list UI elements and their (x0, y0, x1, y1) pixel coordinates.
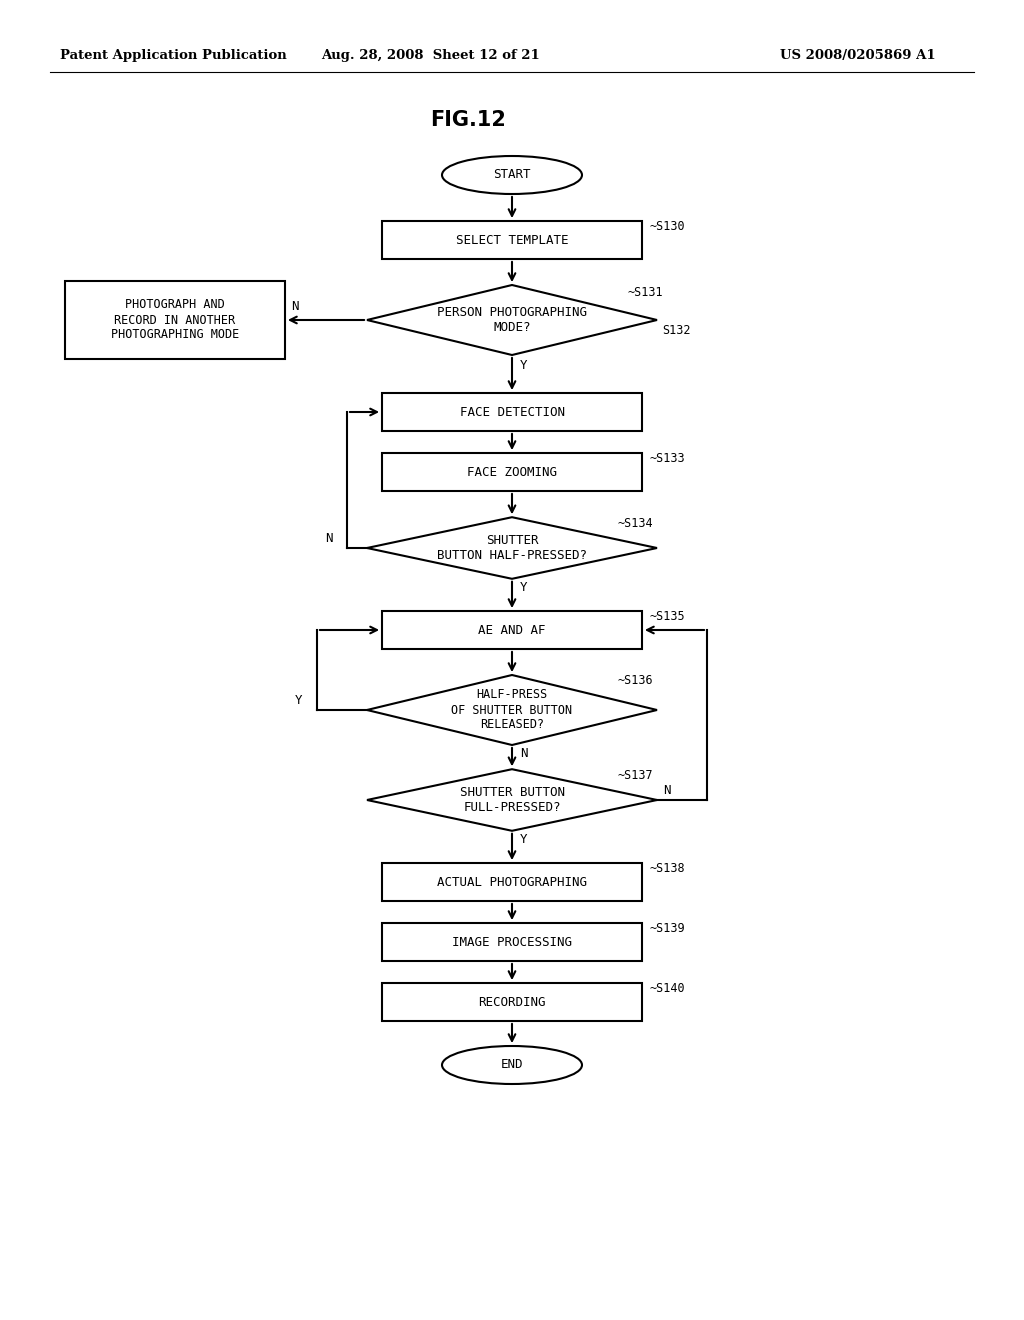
Text: FACE ZOOMING: FACE ZOOMING (467, 466, 557, 479)
Text: ACTUAL PHOTOGRAPHING: ACTUAL PHOTOGRAPHING (437, 875, 587, 888)
Text: ~S133: ~S133 (650, 451, 686, 465)
Bar (382, 923, 642, 961)
Bar (382, 220, 642, 259)
Bar (382, 393, 642, 432)
Text: Aug. 28, 2008  Sheet 12 of 21: Aug. 28, 2008 Sheet 12 of 21 (321, 49, 540, 62)
Text: ~S139: ~S139 (650, 921, 686, 935)
Text: N: N (520, 747, 527, 760)
Text: IMAGE PROCESSING: IMAGE PROCESSING (452, 936, 572, 949)
Text: Y: Y (520, 359, 527, 372)
Text: SELECT TEMPLATE: SELECT TEMPLATE (456, 234, 568, 247)
Text: Y: Y (520, 833, 527, 846)
Bar (65, 281, 285, 359)
Text: ~S131: ~S131 (627, 286, 663, 300)
Text: HALF-PRESS
OF SHUTTER BUTTON
RELEASED?: HALF-PRESS OF SHUTTER BUTTON RELEASED? (452, 689, 572, 731)
Text: ~S136: ~S136 (617, 675, 652, 688)
Text: ~S138: ~S138 (650, 862, 686, 874)
Text: N: N (663, 784, 671, 797)
Text: PHOTOGRAPH AND
RECORD IN ANOTHER
PHOTOGRAPHING MODE: PHOTOGRAPH AND RECORD IN ANOTHER PHOTOGR… (111, 298, 240, 342)
Text: N: N (325, 532, 333, 545)
Text: Y: Y (295, 694, 302, 708)
Text: AE AND AF: AE AND AF (478, 623, 546, 636)
Text: ~S130: ~S130 (650, 219, 686, 232)
Text: US 2008/0205869 A1: US 2008/0205869 A1 (780, 49, 936, 62)
Text: END: END (501, 1059, 523, 1072)
Text: S132: S132 (662, 323, 690, 337)
Text: N: N (291, 300, 299, 313)
Text: FIG.12: FIG.12 (430, 110, 506, 129)
Text: ~S140: ~S140 (650, 982, 686, 994)
Text: PERSON PHOTOGRAPHING
MODE?: PERSON PHOTOGRAPHING MODE? (437, 306, 587, 334)
Text: RECORDING: RECORDING (478, 995, 546, 1008)
Bar (382, 611, 642, 649)
Text: ~S135: ~S135 (650, 610, 686, 623)
Bar (382, 983, 642, 1020)
Text: Patent Application Publication: Patent Application Publication (60, 49, 287, 62)
Bar (382, 453, 642, 491)
Text: ~S137: ~S137 (617, 768, 652, 781)
Text: ~S134: ~S134 (617, 516, 652, 529)
Text: Y: Y (520, 581, 527, 594)
Text: START: START (494, 169, 530, 181)
Text: FACE DETECTION: FACE DETECTION (460, 405, 564, 418)
Text: SHUTTER
BUTTON HALF-PRESSED?: SHUTTER BUTTON HALF-PRESSED? (437, 535, 587, 562)
Text: SHUTTER BUTTON
FULL-PRESSED?: SHUTTER BUTTON FULL-PRESSED? (460, 785, 564, 814)
Bar (382, 863, 642, 902)
